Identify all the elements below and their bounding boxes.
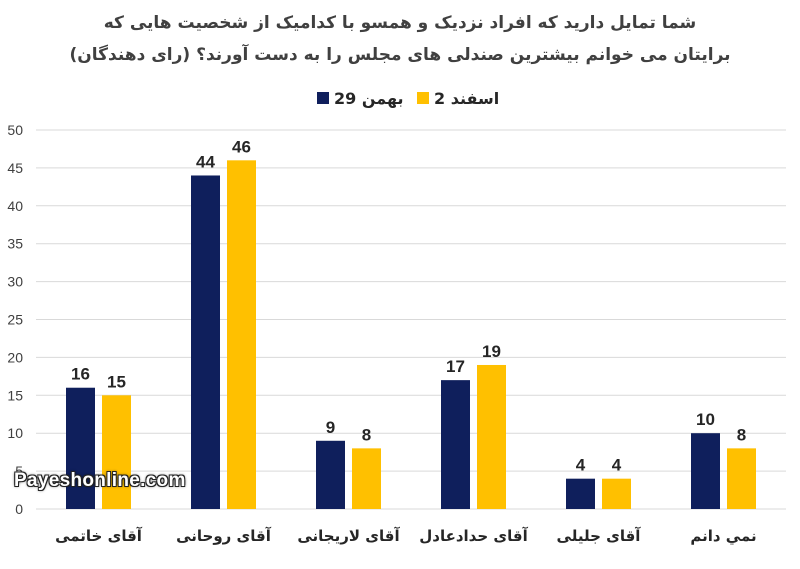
data-label: 15	[107, 372, 126, 391]
bar-series-1	[66, 387, 95, 509]
x-tick-label: آقای روحانی	[176, 527, 272, 545]
data-label: 46	[232, 137, 251, 156]
bar-series-2	[227, 160, 256, 509]
data-label: 16	[71, 365, 90, 384]
y-axis-ticks: 0 5 10 15 20 25 30 35 40 45 50	[7, 122, 23, 517]
data-label: 8	[737, 425, 746, 444]
x-tick-label: آقای خاتمی	[55, 527, 143, 545]
x-tick-label: آقای حدادعادل	[419, 527, 528, 545]
watermark: Payeshonline.com	[14, 470, 186, 491]
legend-label-series-2: 2 اسفند	[434, 89, 499, 108]
data-label: 17	[446, 357, 465, 376]
bar-series-2	[102, 395, 131, 509]
data-label: 8	[362, 425, 371, 444]
y-tick-label: 20	[7, 349, 23, 365]
y-tick-label: 15	[7, 387, 23, 403]
y-tick-label: 25	[7, 312, 23, 328]
y-tick-label: 5	[15, 463, 23, 479]
bar-series-1	[691, 433, 720, 509]
bar-series-1	[191, 175, 220, 510]
bar-series-2	[727, 448, 756, 509]
y-tick-label: 10	[7, 425, 23, 441]
bar-series-2	[602, 478, 631, 509]
bar-series-2	[352, 448, 381, 509]
y-tick-label: 0	[15, 501, 23, 517]
chart-title-line-2: برایتان می خوانم بیشترین صندلی های مجلس …	[69, 43, 730, 65]
bar-series-1	[441, 380, 470, 509]
bars	[66, 160, 756, 510]
x-tick-label: نمي دانم	[690, 527, 756, 545]
y-tick-label: 40	[7, 198, 23, 214]
data-label: 9	[326, 418, 335, 437]
data-label: 19	[482, 342, 501, 361]
data-label: 10	[696, 410, 715, 429]
y-tick-label: 50	[7, 122, 23, 138]
data-label: 4	[576, 456, 586, 475]
y-tick-label: 30	[7, 274, 23, 290]
bar-series-2	[477, 364, 506, 509]
chart-title: شما تمایل دارید که افراد نزدیک و همسو با…	[69, 13, 730, 65]
chart-title-line-1: شما تمایل دارید که افراد نزدیک و همسو با…	[104, 13, 697, 33]
gridlines	[36, 129, 786, 510]
x-tick-label: آقای لاریجانی	[297, 527, 400, 545]
legend: 29 بهمن 2 اسفند	[317, 89, 499, 108]
x-tick-label: آقای جلیلی	[557, 527, 642, 545]
bar-series-1	[316, 440, 345, 509]
legend-swatch-series-2	[417, 92, 429, 104]
legend-swatch-series-1	[317, 92, 329, 104]
y-tick-label: 45	[7, 160, 23, 176]
legend-label-series-1: 29 بهمن	[334, 89, 404, 108]
y-tick-label: 35	[7, 236, 23, 252]
x-axis-ticks: آقای خاتمی آقای روحانی آقای لاریجانی آقای ح…	[55, 527, 757, 545]
data-label: 4	[612, 456, 622, 475]
data-label: 44	[196, 152, 215, 171]
bar-series-1	[566, 478, 595, 509]
